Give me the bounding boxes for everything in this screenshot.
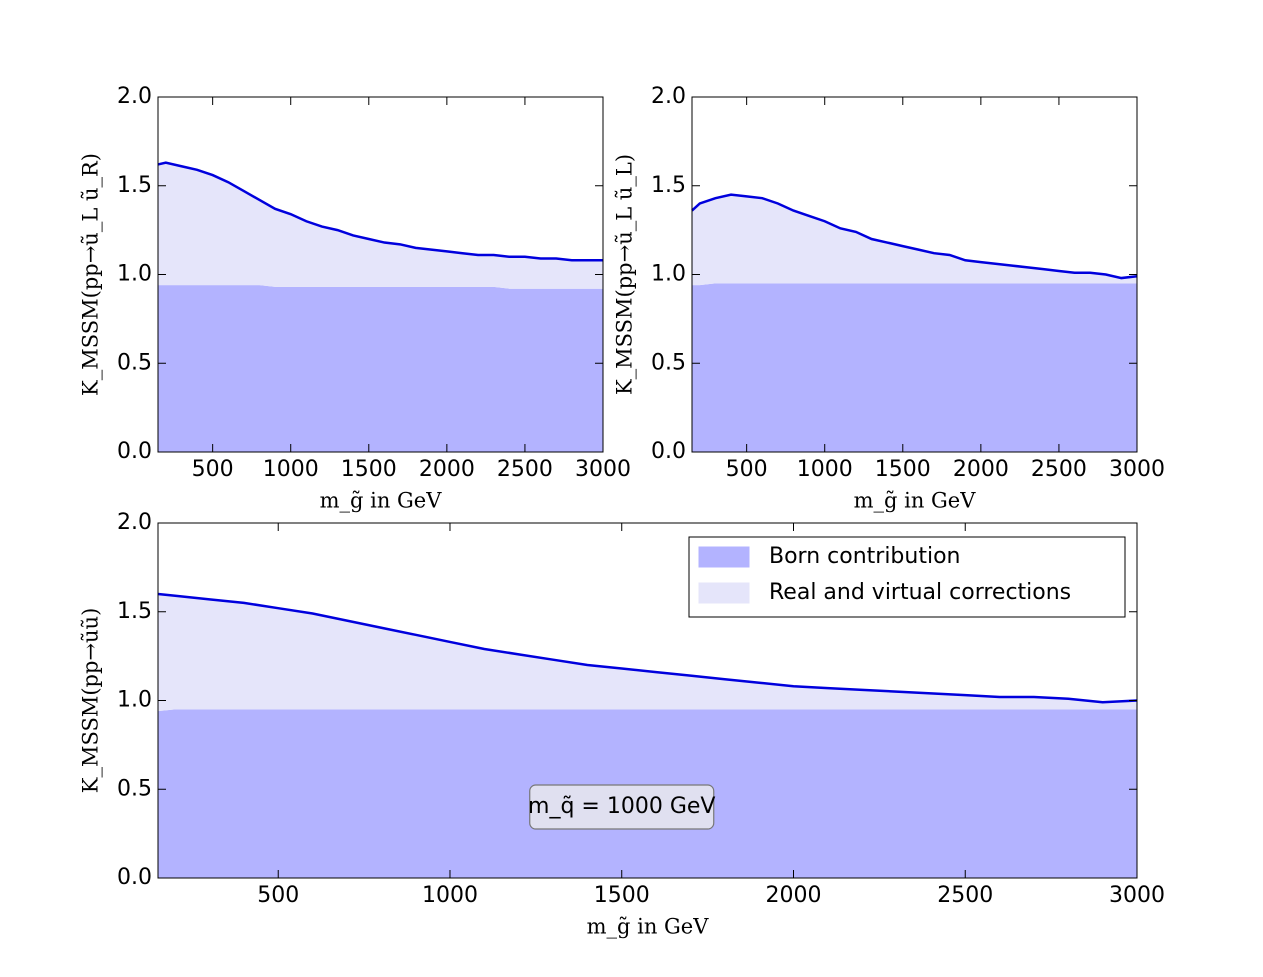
y-axis-label: K_MSSM(pp→ũ_L ũ_R) (79, 153, 103, 396)
legend-box (688, 536, 1126, 618)
x-axis-label: m_g̃ in GeV (854, 489, 977, 513)
y-tick-label: 1.0 (117, 262, 152, 287)
y-tick-label: 1.0 (117, 688, 152, 713)
x-tick-label: 1000 (797, 457, 853, 482)
x-axis-label: m_g̃ in GeV (320, 489, 443, 513)
y-tick-label: 2.0 (117, 84, 152, 109)
area (692, 283, 1137, 452)
x-axis-label: m_g̃ in GeV (587, 915, 710, 939)
x-tick-label: 500 (192, 457, 234, 482)
y-tick-label: 0.0 (117, 865, 152, 890)
x-tick-label: 3000 (1109, 457, 1165, 482)
x-tick-label: 1500 (341, 457, 397, 482)
legend-swatch (698, 582, 750, 604)
x-tick-label: 1000 (263, 457, 319, 482)
y-tick-label: 0.0 (651, 439, 686, 464)
x-tick-label: 1500 (875, 457, 931, 482)
y-tick-label: 2.0 (117, 510, 152, 535)
y-tick-label: 1.5 (651, 173, 686, 198)
annotation: m_q̃ = 1000 GeV (528, 794, 715, 819)
x-tick-label: 1500 (594, 883, 650, 908)
x-tick-label: 2000 (419, 457, 475, 482)
legend-swatch (698, 546, 750, 568)
y-tick-label: 2.0 (651, 84, 686, 109)
y-tick-label: 1.0 (651, 262, 686, 287)
legend-label: Born contribution (769, 544, 960, 569)
edge-line (157, 592, 1138, 704)
x-tick-label: 500 (726, 457, 768, 482)
x-tick-label: 2000 (953, 457, 1009, 482)
x-tick-label: 500 (257, 883, 299, 908)
y-tick-label: 1.5 (117, 173, 152, 198)
edge-line (691, 193, 1138, 280)
edge-line (157, 161, 603, 262)
x-tick-label: 2500 (1031, 457, 1087, 482)
area (158, 162, 603, 289)
area (158, 594, 1137, 712)
y-tick-label: 0.5 (651, 350, 686, 375)
y-tick-label: 1.5 (117, 599, 152, 624)
x-tick-label: 1000 (422, 883, 478, 908)
annotation-box (529, 784, 715, 830)
x-tick-label: 3000 (575, 457, 631, 482)
x-tick-label: 2500 (497, 457, 553, 482)
x-tick-label: 2500 (937, 883, 993, 908)
y-tick-label: 0.0 (117, 439, 152, 464)
y-axis-label: K_MSSM(pp→ũ_L ũ_L) (613, 154, 637, 395)
y-tick-label: 0.5 (117, 350, 152, 375)
x-tick-label: 3000 (1109, 883, 1165, 908)
area (158, 285, 603, 452)
y-axis-label: K_MSSM(pp→ũũ) (79, 608, 103, 794)
y-tick-label: 0.5 (117, 776, 152, 801)
legend-label: Real and virtual corrections (769, 580, 1071, 605)
area (692, 194, 1137, 286)
x-tick-label: 2000 (765, 883, 821, 908)
